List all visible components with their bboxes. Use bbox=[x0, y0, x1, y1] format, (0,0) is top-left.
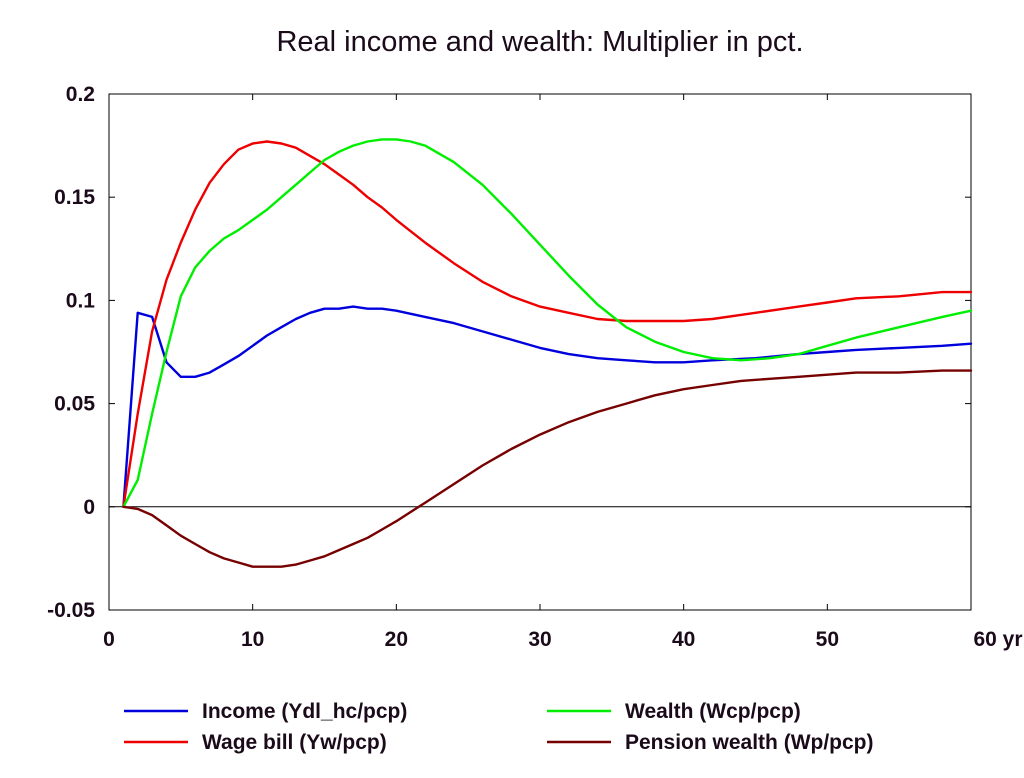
legend-label-4: Pension wealth (Wp/pcp) bbox=[625, 731, 874, 754]
x-tick-label: 50 bbox=[816, 628, 839, 651]
legend-label-3: Wealth (Wcp/pcp) bbox=[625, 700, 801, 723]
legend-label-2: Wage bill (Yw/pcp) bbox=[202, 731, 387, 754]
series-line-2 bbox=[122, 140, 973, 508]
y-tick-label: 0.1 bbox=[66, 289, 96, 312]
y-tick-label: -0.05 bbox=[47, 599, 95, 622]
chart-title: Real income and wealth: Multiplier in pc… bbox=[276, 26, 803, 58]
x-tick-label: 10 bbox=[241, 628, 264, 651]
series-line-4 bbox=[122, 369, 973, 568]
y-tick-label: 0 bbox=[83, 496, 95, 519]
x-tick-label: 0 bbox=[103, 628, 115, 651]
y-tick-label: 0.05 bbox=[54, 393, 95, 416]
y-tick-label: 0.2 bbox=[66, 83, 95, 106]
x-tick-label: 40 bbox=[672, 628, 695, 651]
plot-area: 0.2 0.15 0.1 0.05 0 -0.05 0 10 20 30 40 50 60 yr bbox=[47, 83, 1022, 651]
series-line-3 bbox=[122, 138, 973, 508]
y-tick-label: 0.15 bbox=[54, 186, 95, 209]
legend: Income (Ydl_hc/pcp) Wage bill (Yw/pcp) Wea… bbox=[124, 700, 874, 754]
x-tick-label: 60 yr bbox=[973, 628, 1022, 651]
x-tick-label: 20 bbox=[385, 628, 408, 651]
series-line-1 bbox=[122, 305, 973, 508]
x-tick-label: 30 bbox=[528, 628, 551, 651]
legend-label-1: Income (Ydl_hc/pcp) bbox=[202, 700, 407, 723]
